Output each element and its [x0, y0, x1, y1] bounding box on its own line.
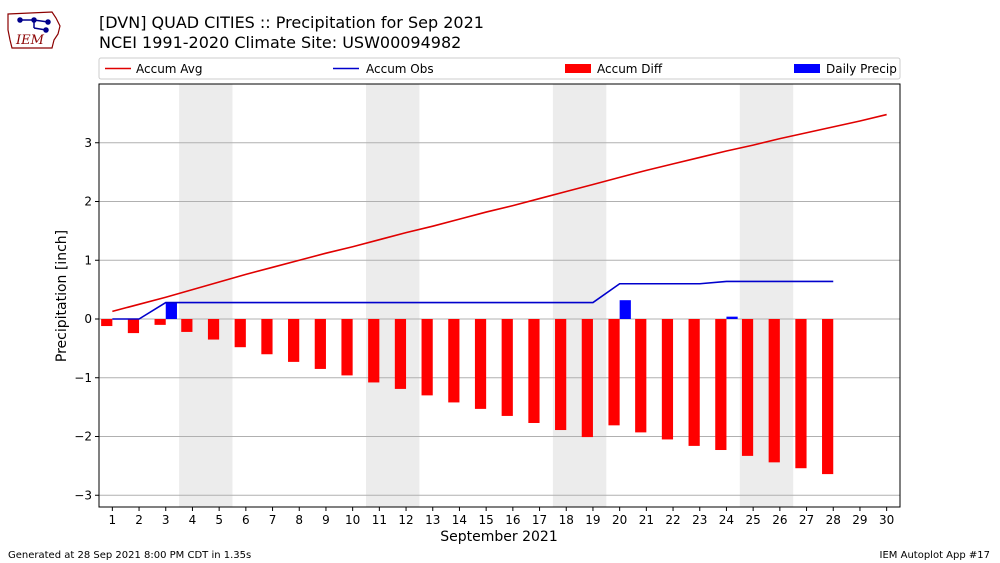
accum-diff-bar — [528, 319, 540, 423]
x-tick-label: 23 — [692, 513, 707, 527]
legend-swatch-accum-diff — [565, 64, 591, 73]
plot-frame — [98, 83, 901, 508]
x-tick-label: 10 — [345, 513, 360, 527]
accum-diff-bar — [127, 319, 140, 334]
accum-diff-bar — [741, 319, 754, 456]
x-tick-label: 17 — [532, 513, 547, 527]
y-tick-label: −3 — [74, 488, 92, 502]
accum-diff-bar — [314, 319, 326, 369]
x-tick-label: 8 — [295, 513, 303, 527]
accum-diff-bar — [715, 319, 727, 451]
x-tick-label: 26 — [772, 513, 787, 527]
x-tick-label: 3 — [162, 513, 170, 527]
weekend-band-2 — [366, 84, 420, 507]
daily-precip-bar — [619, 300, 631, 319]
footer-generated: Generated at 28 Sep 2021 8:00 PM CDT in … — [8, 550, 251, 561]
accum-diff-bar — [501, 319, 513, 416]
x-tick-label: 21 — [639, 513, 654, 527]
x-tick-label: 2 — [135, 513, 143, 527]
network-icon — [17, 17, 51, 33]
legend-label-daily-precip: Daily Precip — [826, 62, 897, 76]
y-tick-label: 2 — [84, 195, 92, 209]
y-tick-label: 0 — [84, 312, 92, 326]
accum-diff-bar — [474, 319, 487, 409]
accum-diff-bar — [341, 319, 353, 376]
accum-diff-bar — [448, 319, 460, 403]
y-tick-label: −2 — [74, 430, 92, 444]
chart-subtitle: NCEI 1991-2020 Climate Site: USW00094982 — [99, 33, 461, 52]
daily-precip-bar — [165, 302, 177, 319]
accum-diff-bar — [288, 319, 300, 362]
legend: Accum Avg Accum Obs Accum Diff Daily Pre… — [98, 57, 901, 80]
x-tick-label: 25 — [746, 513, 761, 527]
legend-label-accum-obs: Accum Obs — [366, 62, 434, 76]
accum-diff-bar — [207, 319, 220, 340]
x-tick-label: 12 — [398, 513, 413, 527]
x-tick-label: 18 — [559, 513, 574, 527]
daily-precip-bar — [726, 316, 738, 319]
accum-diff-bar — [795, 319, 807, 469]
accum-diff-bar — [234, 319, 246, 348]
legend-label-accum-diff: Accum Diff — [597, 62, 663, 76]
accum-diff-bar — [101, 319, 113, 327]
accum-diff-bar — [822, 319, 834, 475]
accum-avg-line — [112, 113, 887, 313]
accum-diff-bar — [635, 319, 647, 433]
x-tick-label: 9 — [322, 513, 330, 527]
accum-diff-bar — [608, 319, 620, 426]
legend-label-accum-avg: Accum Avg — [136, 62, 203, 76]
y-axis-label: Precipitation [inch] — [54, 230, 70, 362]
x-axis-label: September 2021 — [440, 529, 557, 545]
accum-diff-bar — [581, 319, 593, 438]
iem-logo: IEM — [7, 11, 61, 49]
x-tick-label: 30 — [879, 513, 894, 527]
x-tick-label: 11 — [372, 513, 387, 527]
accum-diff-bar — [688, 319, 700, 446]
legend-swatch-daily-precip — [794, 64, 820, 73]
accum-obs-line — [112, 280, 834, 320]
accum-diff-bar — [394, 319, 407, 389]
accum-diff-bar — [181, 319, 193, 332]
accum-diff-bar — [555, 319, 567, 431]
chart-title: [DVN] QUAD CITIES :: Precipitation for S… — [99, 13, 484, 32]
legend-box — [98, 57, 901, 80]
footer-app: IEM Autoplot App #17 — [880, 550, 990, 561]
x-tick-label: 1 — [109, 513, 117, 527]
accum-diff-bar — [368, 319, 380, 383]
weekend-band-3 — [552, 84, 607, 507]
x-tick-label: 13 — [425, 513, 440, 527]
y-tick-label: 1 — [84, 253, 92, 267]
accum-diff-bar — [421, 319, 433, 396]
x-tick-label: 28 — [826, 513, 841, 527]
accum-diff-bar — [154, 319, 166, 325]
x-tick-label: 19 — [585, 513, 600, 527]
x-tick-label: 5 — [215, 513, 223, 527]
accum-diff-bar — [261, 319, 273, 355]
x-tick-label: 24 — [719, 513, 734, 527]
logo-text: IEM — [15, 33, 45, 48]
y-tick-label: −1 — [74, 371, 92, 385]
x-tick-label: 6 — [242, 513, 250, 527]
x-tick-label: 29 — [852, 513, 867, 527]
x-tick-label: 22 — [665, 513, 680, 527]
accum-diff-bar — [661, 319, 674, 440]
x-tick-label: 20 — [612, 513, 627, 527]
y-tick-label: 3 — [84, 136, 92, 150]
accum-diff-bar — [768, 319, 780, 463]
x-tick-label: 7 — [269, 513, 277, 527]
x-tick-label: 14 — [452, 513, 467, 527]
x-tick-label: 27 — [799, 513, 814, 527]
x-tick-label: 15 — [479, 513, 494, 527]
weekend-band-1 — [179, 84, 233, 507]
x-tick-label: 4 — [189, 513, 197, 527]
x-tick-label: 16 — [505, 513, 520, 527]
